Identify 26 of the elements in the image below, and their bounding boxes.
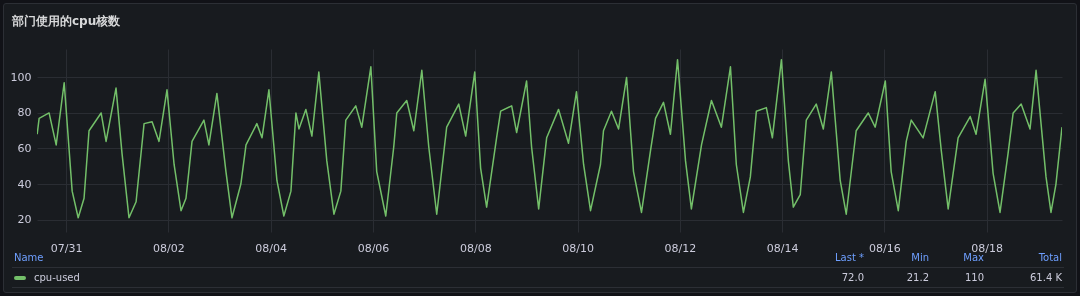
y-tick-label: 40: [17, 177, 32, 191]
y-tick-label: 80: [17, 106, 32, 120]
text: Last *: [834, 252, 864, 263]
text: Total: [1038, 252, 1062, 263]
text: Min: [911, 252, 929, 263]
text: 21.2: [906, 272, 929, 283]
text: 61.4 K: [1029, 272, 1062, 283]
x-tick-label: 08/18: [971, 241, 1004, 255]
x-tick-label: 08/08: [459, 241, 492, 255]
y-tick-label: 20: [17, 213, 32, 227]
x-tick-label: 08/10: [562, 241, 594, 255]
x-tick-label: 08/04: [255, 241, 288, 255]
x-tick-label: 08/12: [664, 241, 697, 255]
chart-title: 部门使用的cpu核数: [12, 13, 121, 30]
x-tick-label: 08/02: [153, 241, 185, 255]
text: Max: [963, 252, 984, 263]
legend-label: cpu-used: [33, 272, 80, 283]
x-tick-label: 08/16: [869, 241, 901, 255]
x-tick-label: 08/14: [766, 241, 799, 255]
text: 110: [964, 272, 984, 283]
x-tick-label: 08/06: [357, 241, 390, 255]
x-tick-label: 07/31: [50, 241, 83, 255]
y-tick-label: 60: [17, 142, 32, 155]
text: 72.0: [841, 272, 864, 283]
legend-title: Name: [14, 252, 44, 263]
y-tick-label: 100: [10, 70, 32, 84]
